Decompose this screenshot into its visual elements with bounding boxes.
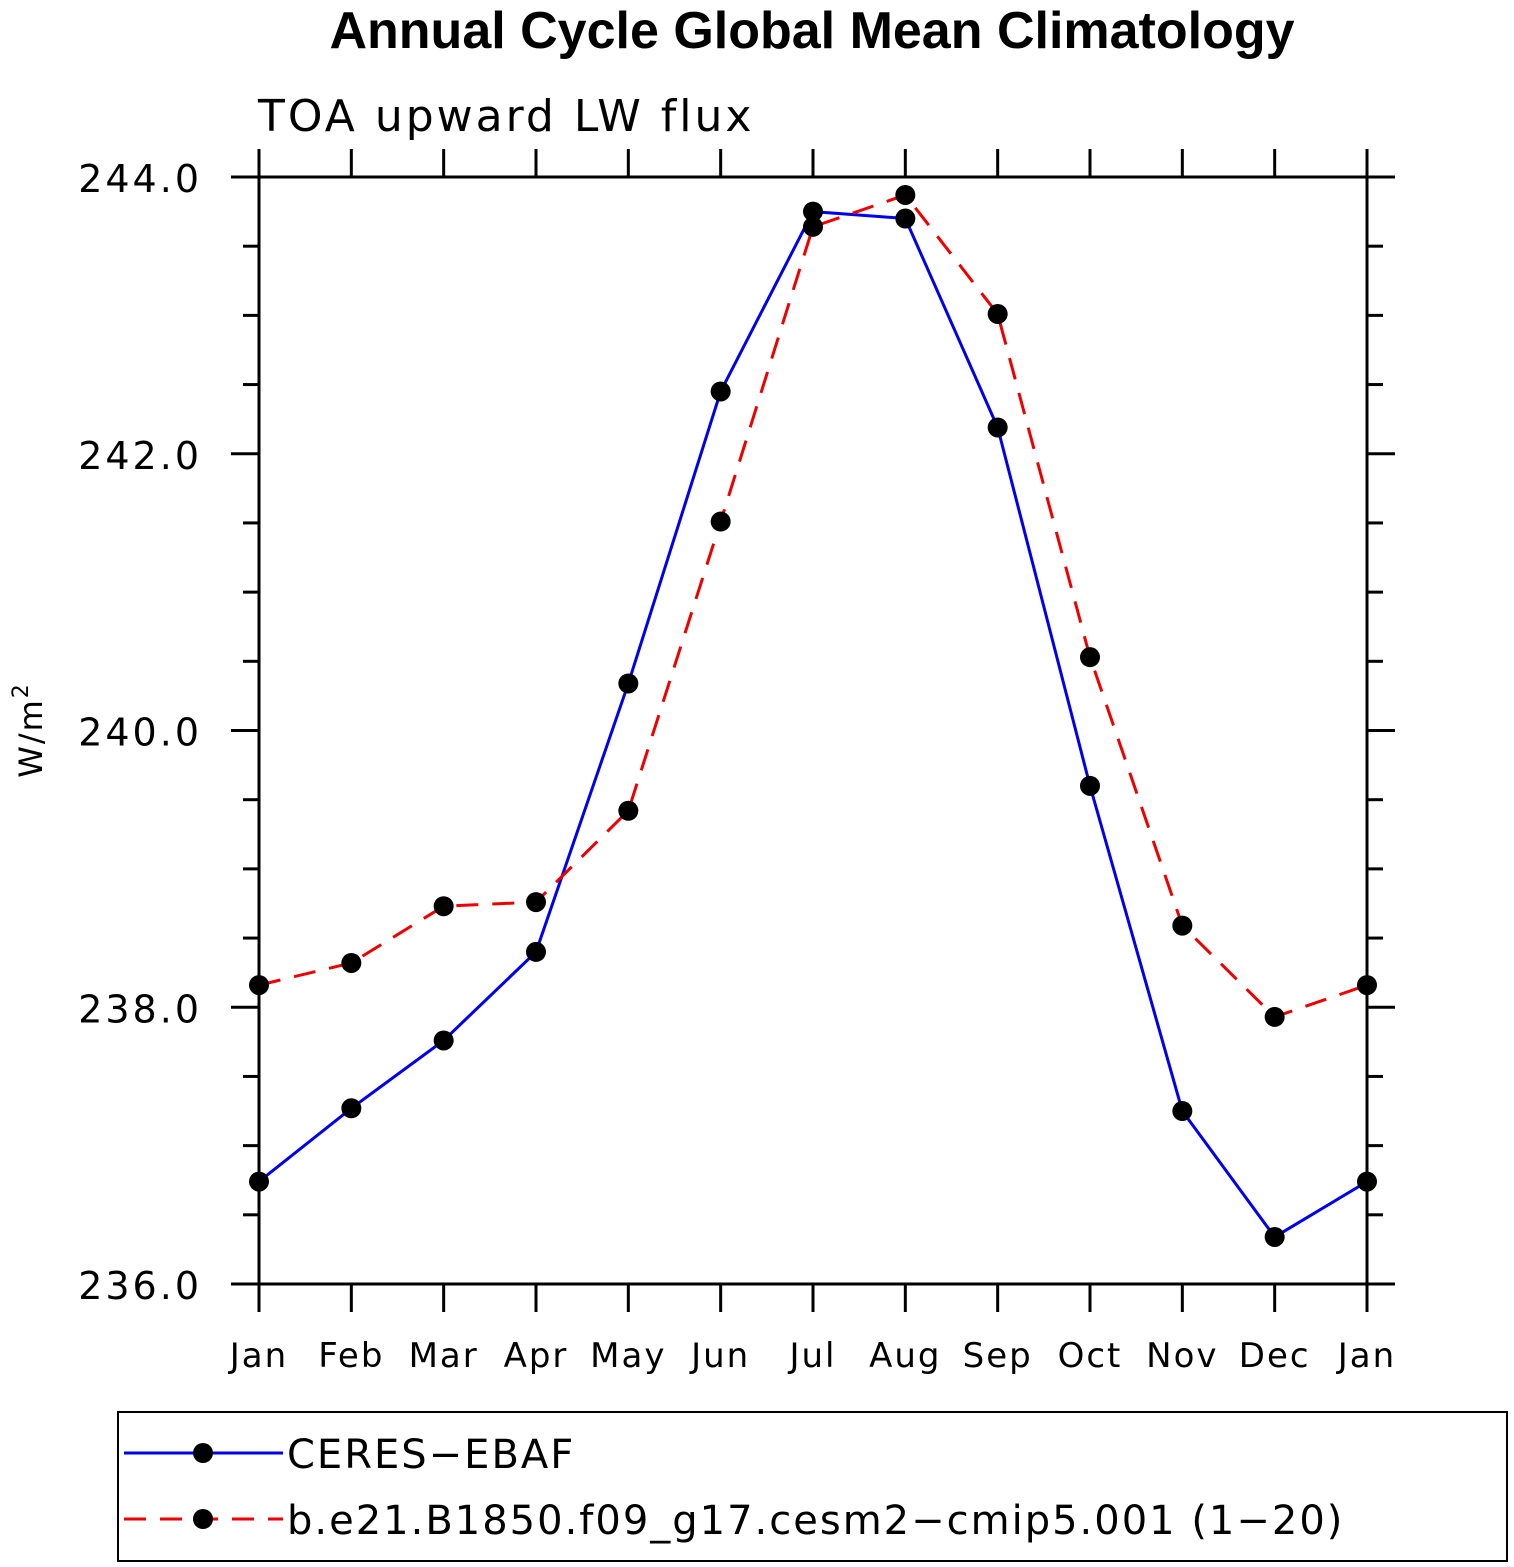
y-axis-label-text: W/m — [12, 698, 50, 778]
series-0-point — [710, 381, 731, 402]
series-0-point — [987, 417, 1008, 438]
series-0-point — [895, 208, 916, 229]
series-1-point — [618, 800, 639, 821]
y-tick-label: 240.0 — [78, 711, 202, 755]
y-tick-label: 242.0 — [78, 434, 202, 478]
series-1-point — [341, 952, 362, 973]
x-tick-label: Mar — [409, 1336, 479, 1376]
series-1-point — [710, 511, 731, 532]
legend-label-ceres: CERES−EBAF — [287, 1432, 575, 1478]
x-tick-label: Jan — [1336, 1336, 1396, 1376]
chart-subtitle: TOA upward LW flux — [257, 91, 754, 142]
series-1-point — [249, 975, 269, 996]
x-tick-label: Nov — [1146, 1336, 1218, 1376]
series-0-point — [433, 1030, 454, 1051]
y-tick-label: 238.0 — [78, 987, 202, 1031]
chart-title: Annual Cycle Global Mean Climatology — [329, 2, 1294, 60]
legend-marker-model — [193, 1509, 213, 1529]
series-1-point — [1080, 647, 1100, 668]
series-0-point — [341, 1098, 362, 1119]
x-tick-label: May — [590, 1336, 666, 1376]
legend-marker-ceres — [193, 1443, 213, 1463]
x-tick-label: Dec — [1239, 1336, 1311, 1376]
x-tick-label: Feb — [318, 1336, 384, 1376]
series-0-point — [249, 1171, 269, 1192]
series-0-point — [1080, 775, 1100, 796]
x-tick-label: Jul — [787, 1336, 836, 1376]
series-1-point — [1172, 915, 1193, 936]
series-line-0 — [258, 210, 1368, 1239]
legend: CERES−EBAF b.e21.B1850.f09_g17.cesm2−cmi… — [117, 1411, 1508, 1562]
svg-text:W/m2: W/m2 — [9, 682, 50, 778]
y-tick-label: 236.0 — [78, 1264, 202, 1308]
series-1-point — [526, 892, 546, 913]
series-1-point — [1357, 975, 1377, 996]
series-1-point — [803, 216, 823, 237]
x-tick-labels: Jan Feb Mar Apr May Jun Jul Aug Sep Oct Nov Dec Jan — [228, 1336, 1396, 1376]
series-0-point — [618, 673, 639, 694]
x-tick-label: Aug — [869, 1336, 941, 1376]
series-1-point — [433, 896, 454, 917]
y-tick-labels: 236.0 238.0 240.0 242.0 244.0 — [78, 157, 202, 1308]
series-1-point — [1264, 1006, 1285, 1027]
y-axis-label-superscript: 2 — [9, 682, 34, 698]
x-tick-label: Sep — [963, 1336, 1033, 1376]
x-tick-label: Apr — [504, 1336, 569, 1376]
y-axis-label: W/m2 — [9, 682, 50, 778]
series-line-1 — [258, 193, 1368, 1019]
x-tick-label: Jan — [228, 1336, 288, 1376]
legend-box — [117, 1411, 1508, 1562]
series-0-point — [1357, 1171, 1377, 1192]
series-1-point — [987, 303, 1008, 324]
x-tick-label: Oct — [1058, 1336, 1123, 1376]
tick-marks — [231, 149, 1395, 1312]
x-tick-label: Jun — [689, 1336, 750, 1376]
axes — [257, 175, 1369, 1286]
series-0-point — [1172, 1101, 1193, 1122]
series-0-point — [1264, 1226, 1285, 1247]
plot-series — [249, 184, 1377, 1247]
series-0-point — [803, 201, 823, 222]
series-1-point — [895, 184, 916, 205]
y-tick-label: 244.0 — [78, 157, 202, 201]
series-0-point — [526, 941, 546, 962]
legend-label-model: b.e21.B1850.f09_g17.cesm2−cmip5.001 (1−2… — [287, 1498, 1344, 1544]
